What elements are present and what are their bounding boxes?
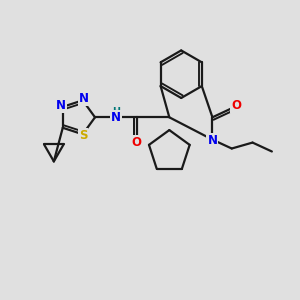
Text: H: H (112, 107, 120, 117)
Text: O: O (231, 99, 241, 112)
Text: S: S (79, 129, 88, 142)
Text: O: O (132, 136, 142, 149)
Text: N: N (111, 111, 121, 124)
Text: N: N (207, 134, 218, 147)
Text: N: N (56, 99, 66, 112)
Text: N: N (79, 92, 89, 105)
